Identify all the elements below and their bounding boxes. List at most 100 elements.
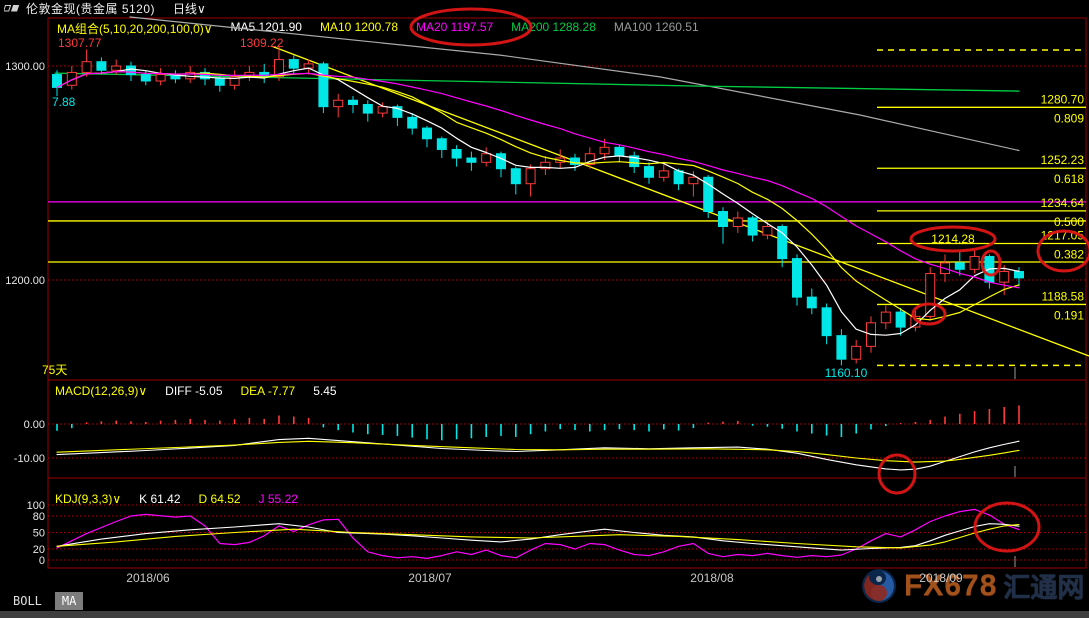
candle-body: [777, 226, 788, 260]
ma10-line: [56, 70, 1020, 321]
ma-legend-item-2: MA10 1200.78: [319, 20, 398, 34]
x-axis-label-3: 2018/09: [919, 571, 963, 585]
fib-ratio-label: 0.500: [1054, 215, 1084, 229]
fib-price-label: 1280.70: [1041, 92, 1085, 106]
chart-annotation-text: 1309.22: [240, 36, 284, 50]
candle-body: [333, 99, 344, 108]
macd-legend-item-1: DIFF -5.05: [165, 384, 223, 398]
candle-body: [688, 176, 699, 185]
macd-legend-item-3: 5.45: [313, 384, 337, 398]
candle-body: [288, 59, 299, 69]
candle-body: [525, 168, 536, 185]
ma-legend-item-5: MA100 1260.51: [613, 20, 699, 34]
candle-body: [200, 71, 210, 80]
candle-body: [895, 311, 906, 328]
candle-body: [614, 146, 625, 157]
candle-body: [836, 335, 847, 360]
red-circle-annotation: [973, 501, 1041, 553]
candle-body: [170, 74, 181, 80]
candle-body: [821, 307, 832, 337]
red-circle-annotation: [877, 453, 917, 495]
indicator-button-ma[interactable]: MA: [54, 592, 84, 610]
fib-ratio-label: 0.382: [1054, 248, 1084, 262]
candle-body: [185, 71, 196, 80]
fib-price-label: 1217.05: [1041, 229, 1085, 243]
candle-body: [599, 146, 610, 155]
candle-body: [1014, 270, 1024, 279]
candle-body: [851, 345, 862, 360]
fib-ratio-label: 0.809: [1054, 111, 1084, 125]
kdj-j-line: [56, 508, 1020, 560]
candle-body: [969, 255, 980, 270]
indicator-button-boll[interactable]: BOLL: [6, 592, 49, 610]
chart-annotation-text: 75天: [42, 363, 67, 377]
candle-body: [703, 176, 714, 213]
instrument-flags-icon: [4, 3, 21, 14]
ma-legend-item-3: MA20 1197.57: [416, 20, 494, 34]
candle-body: [673, 170, 684, 185]
bottom-strip: [0, 611, 1089, 618]
kdj-axis-label: 0: [39, 555, 45, 567]
ma20-line: [56, 70, 1020, 289]
macd-legend: MACD(12,26,9)∨ DIFF -5.05 DEA -7.77 5.45: [55, 384, 337, 398]
price-axis-label: 1200.00: [5, 275, 45, 287]
macd-legend-item-2: DEA -7.77: [240, 384, 296, 398]
chart-annotation-text: 1214.28: [931, 232, 975, 246]
kdj-legend: KDJ(9,3,3)∨ K 61.42 D 64.52 J 55.22: [55, 492, 298, 506]
macd-legend-item-0[interactable]: MACD(12,26,9)∨: [55, 384, 148, 398]
fib-ratio-label: 0.191: [1054, 308, 1084, 322]
ma-legend-item-4: MA200 1288.28: [511, 20, 596, 34]
candle-body: [925, 273, 936, 317]
period-selector[interactable]: 日线∨: [173, 2, 206, 16]
chart-annotation-text: 1160.10: [825, 366, 868, 380]
fib-price-label: 1234.64: [1041, 196, 1085, 210]
kdj-k-line: [56, 523, 1020, 551]
ma5-line: [56, 67, 1020, 336]
x-axis-label-0: 2018/06: [126, 571, 170, 585]
candle-body: [422, 127, 432, 140]
red-circle-annotation: [909, 225, 997, 253]
kdj-axis-label: 100: [27, 500, 45, 512]
candle-body: [466, 157, 477, 163]
candle-body: [540, 161, 551, 170]
candle-body: [658, 170, 669, 178]
candle-body: [303, 63, 314, 69]
candle-body: [244, 71, 255, 78]
kdj-axis-label: 20: [33, 544, 45, 556]
fib-price-label: 1252.23: [1041, 153, 1085, 167]
candle-body: [348, 99, 358, 106]
descending-trendline: [271, 45, 1089, 357]
candle-body: [555, 157, 566, 163]
main-panel-border: [47, 17, 1087, 381]
chevron-down-icon: ∨: [197, 2, 206, 16]
red-circle-annotation: [911, 302, 947, 326]
candle-body: [140, 74, 151, 82]
candle-body: [584, 153, 595, 165]
candle-body: [762, 226, 773, 236]
candle-body: [111, 65, 122, 71]
candle-body: [866, 322, 876, 347]
candle-body: [259, 71, 270, 78]
chart-annotation-text: 7.88: [52, 95, 76, 109]
ma-legend-item-0[interactable]: MA组合(5,10,20,200,100,0)∨: [57, 22, 213, 36]
watermark-cn-text: 汇通网: [1003, 573, 1085, 603]
candle-body: [274, 59, 284, 78]
candle-body: [451, 148, 462, 159]
ma100-line: [129, 16, 1020, 152]
candle-body: [984, 255, 995, 283]
macd-diff-line: [56, 437, 1020, 471]
candle-body: [407, 116, 418, 129]
candle-body: [66, 71, 77, 86]
fib-ratio-label: 0.618: [1054, 172, 1084, 186]
candle-body: [229, 76, 240, 86]
candle-body: [96, 61, 107, 71]
candle-body: [81, 61, 92, 73]
macd-axis-label: 0.00: [24, 419, 45, 431]
candle-body: [644, 166, 654, 178]
candle-body: [718, 211, 728, 228]
kdj-legend-item-0[interactable]: KDJ(9,3,3)∨: [55, 492, 122, 506]
candle-body: [940, 262, 950, 275]
candle-body: [214, 78, 225, 86]
fx678-watermark: FX678 汇通网: [860, 566, 1084, 605]
candle-body: [999, 270, 1010, 283]
